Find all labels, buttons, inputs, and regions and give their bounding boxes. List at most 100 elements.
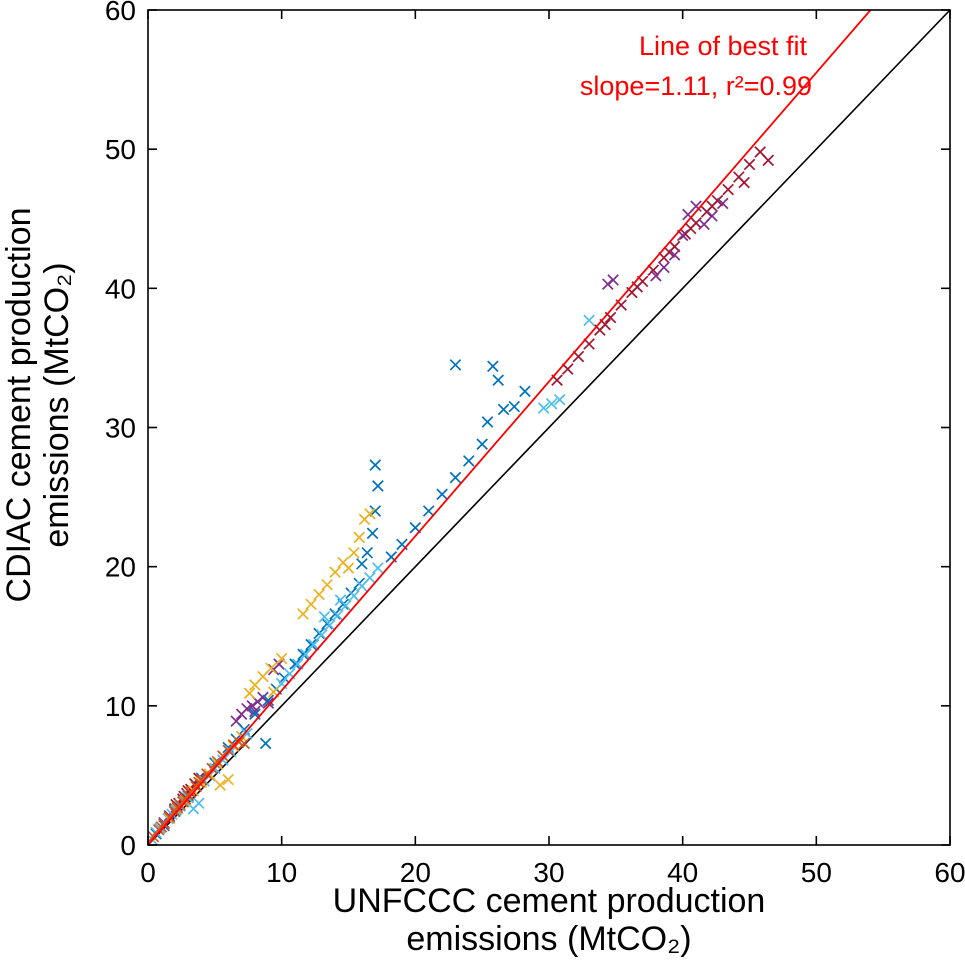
data-point [436, 488, 448, 501]
y-tick-label: 0 [120, 830, 136, 861]
data-point [318, 610, 331, 623]
y-axis-label-line2: emissions (MtCO₂) [38, 262, 76, 547]
y-tick-label: 50 [105, 134, 136, 165]
data-point [647, 264, 660, 277]
x-tick-label: 0 [140, 857, 156, 888]
data-point [361, 546, 374, 559]
y-tick-label: 40 [105, 273, 136, 304]
data-point [262, 697, 275, 709]
data-point [262, 694, 275, 707]
y-tick-label: 30 [105, 413, 136, 444]
data-point [332, 609, 344, 622]
x-tick-label: 40 [667, 857, 698, 888]
data-point [706, 200, 718, 213]
data-point [342, 562, 355, 574]
data-point [668, 249, 681, 261]
data-point [690, 200, 702, 213]
x-tick-label: 60 [934, 857, 965, 888]
x-tick-label: 20 [400, 857, 431, 888]
data-point [348, 590, 360, 602]
data-point [508, 400, 521, 413]
data-point [297, 648, 309, 661]
data-point [738, 176, 750, 189]
data-point [607, 274, 619, 286]
data-point [275, 652, 288, 665]
data-point [206, 762, 218, 775]
data-point [492, 374, 505, 386]
data-point [481, 416, 494, 428]
data-point [353, 531, 365, 544]
data-point [148, 830, 160, 843]
data-point [743, 158, 756, 171]
data-point [192, 797, 205, 810]
data-point [329, 608, 341, 620]
data-point [313, 588, 325, 601]
data-point [722, 183, 734, 196]
data-point [259, 737, 272, 750]
data-point [238, 737, 251, 750]
data-point [334, 594, 347, 606]
data-point [315, 629, 328, 641]
data-point [706, 210, 718, 222]
tick-labels-layer: 0 10 20 30 40 50 60 0 10 20 30 40 50 60 [105, 0, 965, 888]
data-point [422, 505, 435, 517]
data-point [561, 363, 574, 375]
data-point [329, 566, 341, 579]
data-point [307, 638, 320, 651]
data-point [289, 658, 301, 670]
data-point [545, 398, 558, 410]
data-point [658, 261, 670, 274]
data-point [364, 571, 376, 584]
identity-line [148, 10, 950, 845]
data-point [321, 578, 333, 591]
data-point [305, 638, 317, 651]
data-point [305, 598, 317, 611]
data-point [716, 197, 729, 210]
data-point [487, 360, 499, 373]
data-point [497, 403, 510, 416]
data-point [449, 359, 462, 371]
data-point [158, 818, 170, 830]
data-point [321, 617, 333, 630]
data-point [225, 745, 237, 758]
data-point [222, 773, 235, 786]
axes-layer [147, 9, 951, 846]
data-point [364, 507, 376, 520]
y-tick-label: 20 [105, 552, 136, 583]
series-orange-country [148, 736, 251, 843]
data-point [249, 705, 261, 718]
y-tick-label: 10 [105, 691, 136, 722]
fit-line-layer [148, 10, 872, 845]
data-point [519, 385, 531, 398]
data-point [583, 314, 595, 327]
data-point [553, 393, 566, 406]
x-tick-label: 10 [266, 857, 297, 888]
data-point [762, 154, 775, 167]
annotation-line1: Line of best fit [639, 31, 808, 61]
x-axis-label-line2: emissions (MtCO₂) [406, 920, 691, 958]
data-point [297, 608, 309, 620]
data-point [214, 779, 226, 791]
data-point [265, 662, 277, 675]
x-tick-label: 30 [533, 857, 564, 888]
annotation-line2: slope=1.11, r²=0.99 [580, 71, 812, 101]
x-tick-label: 50 [801, 857, 832, 888]
best-fit-line [148, 10, 872, 845]
data-point [537, 402, 550, 414]
data-point [462, 455, 475, 467]
x-axis-label-line1: UNFCCC cement production [333, 882, 766, 920]
data-point [356, 558, 368, 570]
data-point [372, 562, 384, 574]
data-point [476, 438, 488, 451]
data-point [348, 546, 360, 559]
data-point [243, 687, 256, 700]
data-point [313, 627, 325, 640]
data-point [273, 658, 285, 670]
data-point [372, 480, 384, 492]
data-point [366, 527, 379, 540]
identity-line-layer [148, 10, 950, 845]
y-tick-label: 60 [105, 0, 136, 26]
y-axis-label-line1: CDIAC cement production [0, 208, 38, 603]
